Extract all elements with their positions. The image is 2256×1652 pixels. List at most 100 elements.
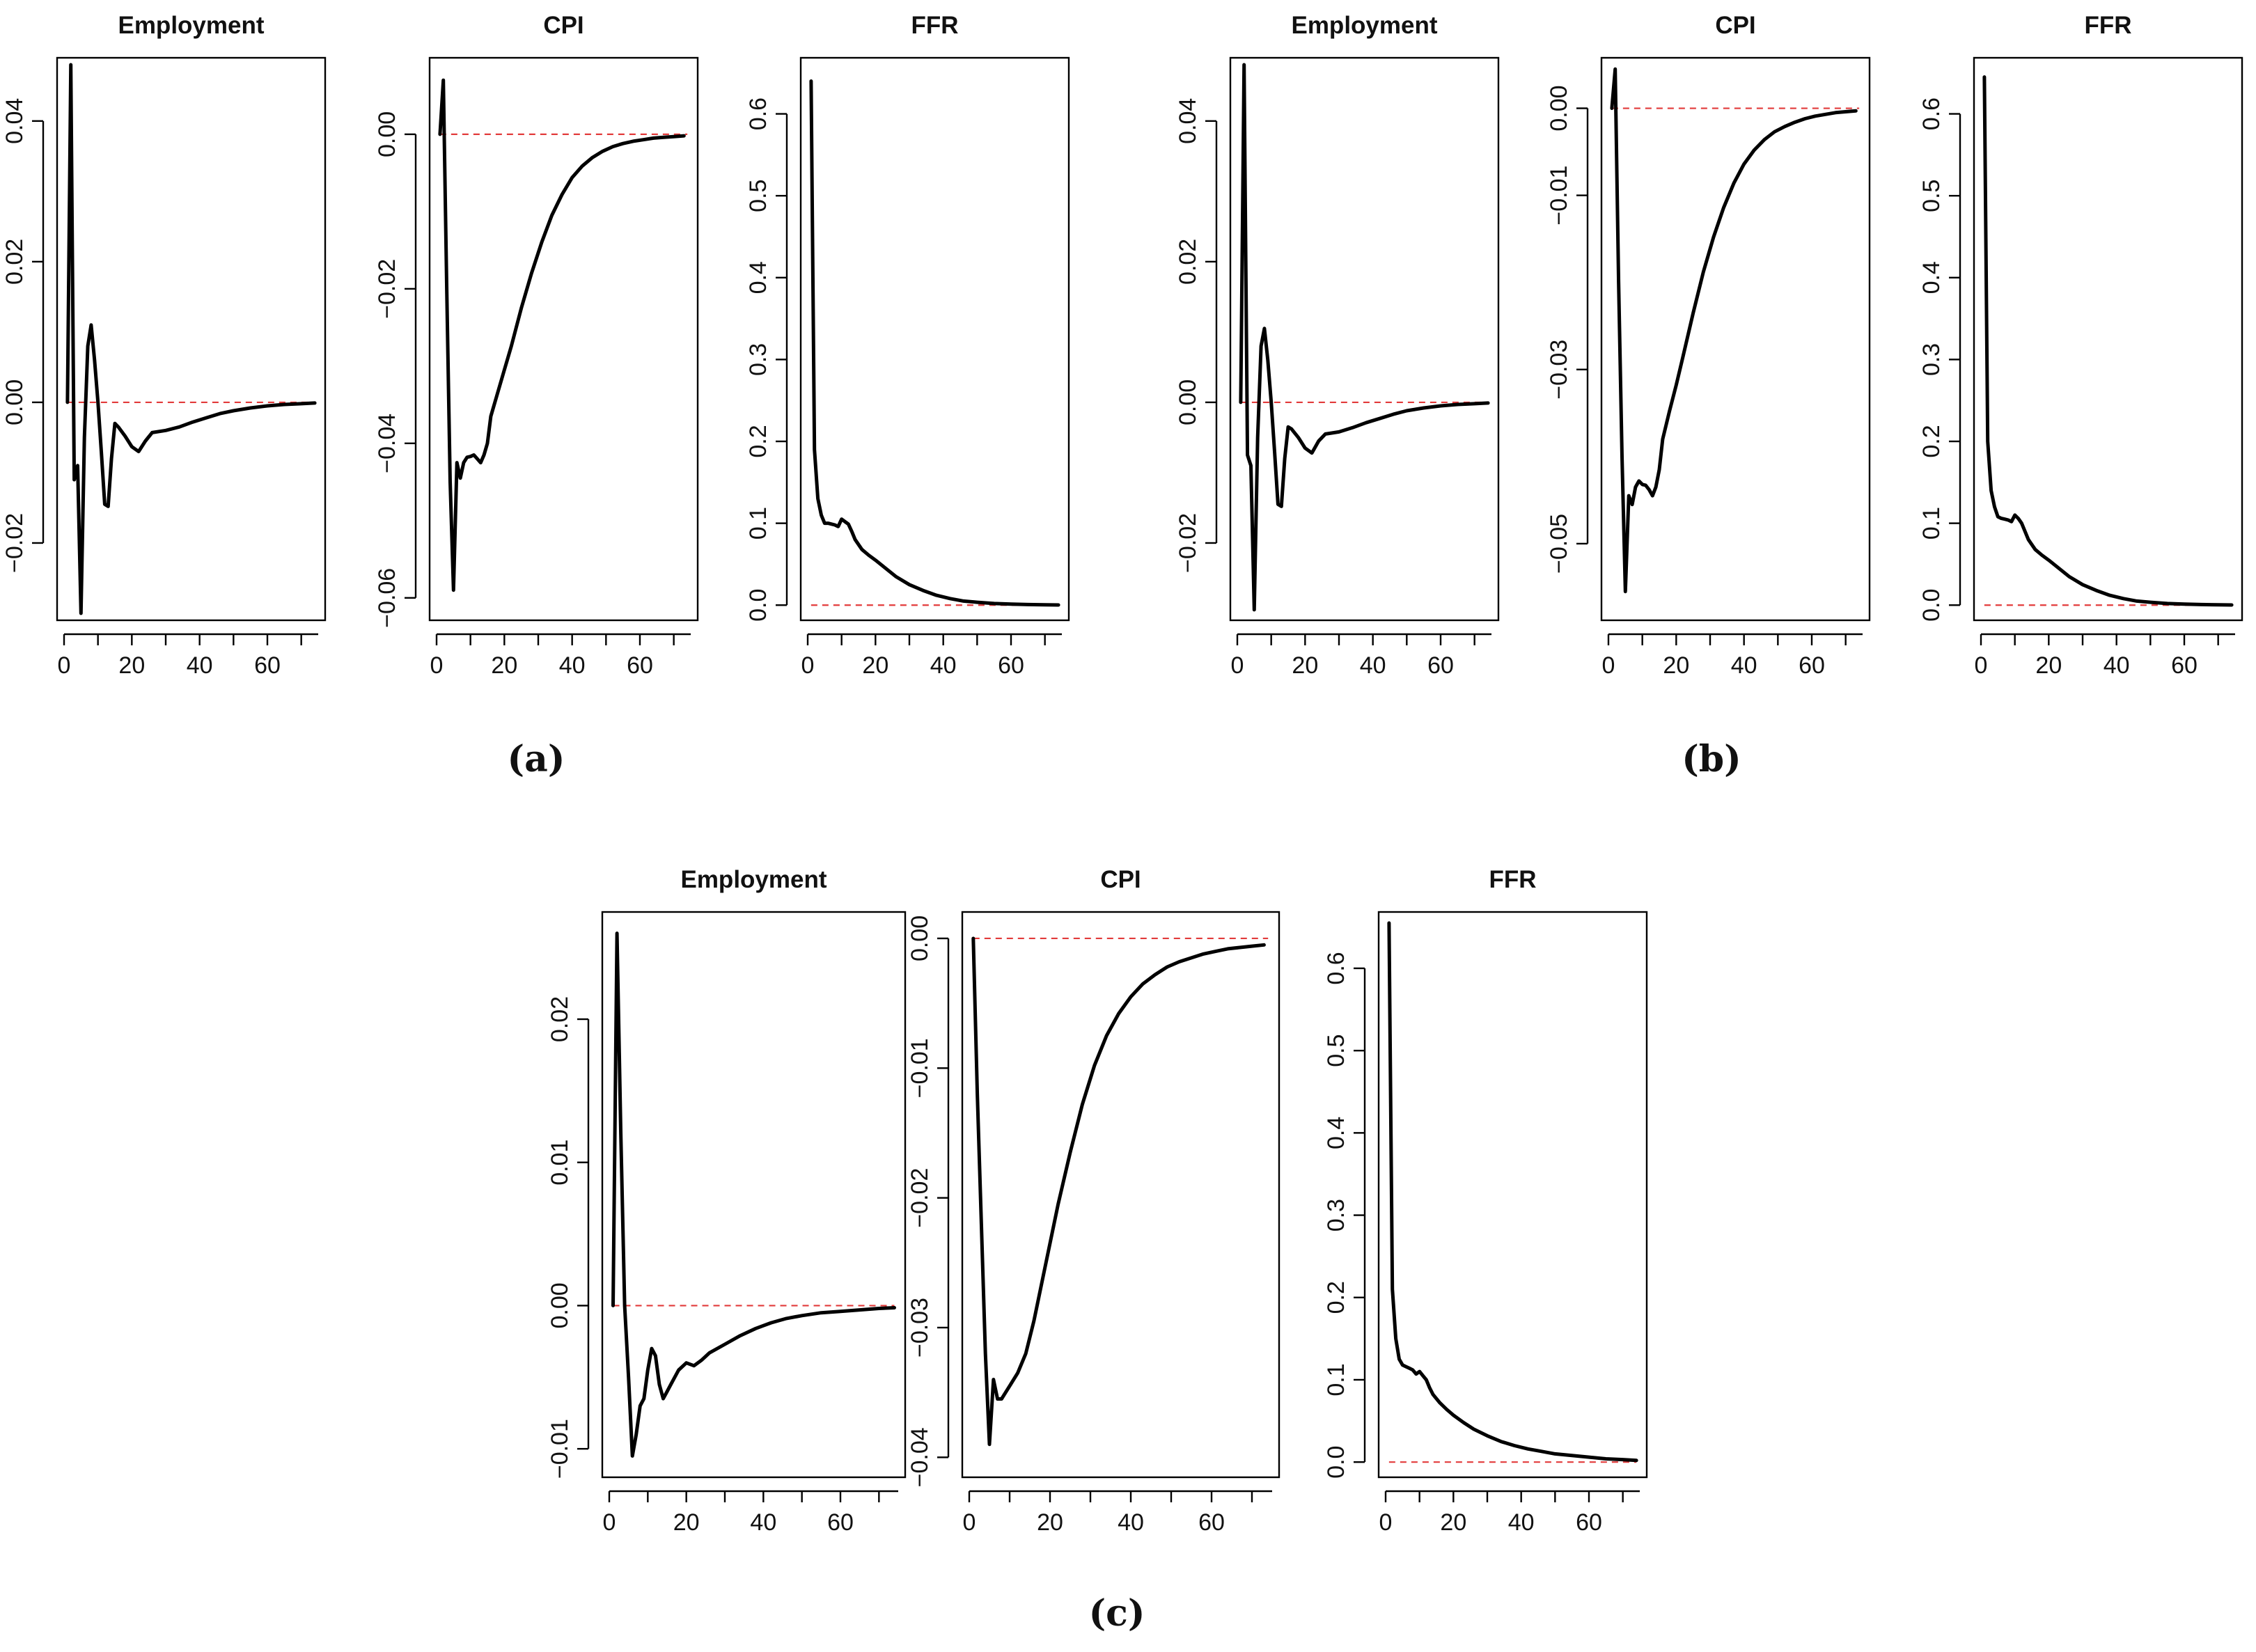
x-tick-label: 20 [1440, 1509, 1466, 1536]
x-tick-label: 0 [1231, 652, 1244, 679]
y-tick-label: 0.4 [1918, 261, 1945, 294]
x-tick-label: 40 [2104, 652, 2130, 679]
plot-frame-a-cpi [428, 56, 699, 622]
y-tick-label: −0.02 [374, 259, 400, 319]
x-tick-label: 60 [1576, 1509, 1602, 1536]
y-tick-label: −0.04 [374, 414, 400, 473]
y-tick-label: 0.02 [547, 996, 573, 1042]
x-tick-label: 20 [118, 652, 145, 679]
x-tick-label: 60 [627, 652, 653, 679]
x-tick-label: 40 [750, 1509, 776, 1536]
x-tick-label: 0 [963, 1509, 976, 1536]
y-tick-label: 0.00 [1, 379, 28, 425]
chart-title-c-ffr: FFR [1489, 866, 1536, 893]
chart-c-cpi: CPI 0 20 40 60 −0.04 −0.03 −0.02 −0.01 0.00 [907, 866, 1280, 1536]
x-tick-label: 40 [930, 652, 957, 679]
y-tick-label: 0.0 [745, 589, 771, 622]
x-tick-label: 40 [1508, 1509, 1535, 1536]
x-tick-label: 40 [1731, 652, 1757, 679]
y-tick-label: 0.4 [745, 261, 771, 294]
x-tick-label: 0 [801, 652, 815, 679]
y-tick-label: 0.6 [1323, 952, 1349, 984]
plot-frame-b-cpi [1600, 56, 1871, 622]
y-tick-label: −0.01 [1546, 166, 1572, 226]
chart-title-a-cpi: CPI [543, 12, 583, 39]
y-tick-label: −0.02 [1, 513, 28, 573]
y-tick-label: 0.0 [1918, 589, 1945, 622]
response-curve-c-cpi [971, 936, 1266, 1447]
x-tick-label: 60 [998, 652, 1024, 679]
y-tick-label: 0.02 [1175, 239, 1201, 285]
x-tick-label: 20 [1663, 652, 1689, 679]
chart-title-a-employment: Employment [118, 12, 264, 39]
x-tick-label: 60 [827, 1509, 854, 1536]
y-tick-label: 0.2 [1323, 1281, 1349, 1314]
y-tick-label: 0.5 [1918, 180, 1945, 212]
y-tick-label: 0.6 [1918, 97, 1945, 130]
y-tick-label: −0.02 [1175, 513, 1201, 573]
x-tick-label: 60 [1198, 1509, 1225, 1536]
y-tick-label: 0.02 [1, 239, 28, 285]
y-tick-label: 0.1 [745, 507, 771, 540]
y-tick-label: 0.0 [1323, 1446, 1349, 1479]
y-tick-label: 0.04 [1175, 98, 1201, 144]
x-tick-label: 20 [862, 652, 888, 679]
x-tick-label: 40 [1360, 652, 1386, 679]
chart-b-employment: Employment 0 20 40 60 −0.02 0.00 0.02 0.04 [1175, 12, 1500, 679]
y-tick-label: −0.03 [907, 1298, 933, 1358]
y-tick-label: 0.3 [1918, 343, 1945, 376]
y-tick-label: −0.05 [1546, 514, 1572, 574]
y-tick-label: 0.1 [1918, 507, 1945, 540]
y-tick-label: 0.00 [1175, 379, 1201, 425]
x-tick-label: 0 [1379, 1509, 1393, 1536]
caption-c: (c) [1089, 1592, 1145, 1635]
chart-title-b-cpi: CPI [1715, 12, 1755, 39]
y-tick-label: 0.1 [1323, 1363, 1349, 1396]
response-curve-b-cpi [1610, 67, 1858, 594]
x-tick-label: 0 [430, 652, 444, 679]
y-tick-label: −0.06 [374, 568, 400, 628]
response-curve-a-cpi [438, 78, 686, 592]
caption-a: (a) [508, 738, 565, 780]
response-curve-b-ffr [1982, 75, 2234, 607]
x-tick-label: 60 [2171, 652, 2198, 679]
chart-a-ffr: FFR 0 20 40 60 0.0 0.1 0.2 0.3 0.4 0.5 0.6 [745, 12, 1070, 679]
plot-frame-a-employment [56, 56, 327, 622]
response-curve-b-employment [1239, 63, 1490, 612]
chart-title-a-ffr: FFR [911, 12, 958, 39]
x-tick-label: 20 [1292, 652, 1318, 679]
chart-a-cpi: CPI 0 20 40 60 −0.06 −0.04 −0.02 0.00 [374, 12, 699, 679]
x-tick-label: 0 [58, 652, 71, 679]
x-tick-label: 60 [1427, 652, 1454, 679]
x-tick-label: 20 [1037, 1509, 1063, 1536]
y-tick-label: 0.3 [745, 343, 771, 376]
chart-c-ffr: FFR 0 20 40 60 0.0 0.1 0.2 0.3 0.4 0.5 0.6 [1323, 866, 1648, 1536]
x-tick-label: 20 [673, 1509, 700, 1536]
plot-frame-b-employment [1229, 56, 1500, 622]
chart-title-c-employment: Employment [680, 866, 827, 893]
x-tick-label: 60 [1799, 652, 1825, 679]
plot-frame-c-cpi [961, 911, 1280, 1479]
chart-title-b-employment: Employment [1291, 12, 1437, 39]
chart-c-employment: Employment 0 20 40 60 −0.01 0.00 0.01 0.02 [547, 866, 907, 1536]
y-tick-label: 0.04 [1, 98, 28, 144]
chart-b-ffr: FFR 0 20 40 60 0.0 0.1 0.2 0.3 0.4 0.5 0.6 [1918, 12, 2243, 679]
chart-title-c-cpi: CPI [1100, 866, 1141, 893]
y-tick-label: −0.04 [907, 1427, 933, 1487]
x-tick-label: 40 [1118, 1509, 1144, 1536]
y-tick-label: 0.2 [745, 425, 771, 457]
y-tick-label: 0.2 [1918, 425, 1945, 457]
y-tick-label: 0.4 [1323, 1117, 1349, 1149]
plot-frame-c-employment [601, 911, 907, 1479]
x-tick-label: 60 [254, 652, 281, 679]
x-tick-label: 20 [2035, 652, 2062, 679]
y-tick-label: 0.01 [547, 1140, 573, 1186]
y-tick-label: 0.5 [1323, 1035, 1349, 1067]
y-tick-label: 0.6 [745, 97, 771, 130]
x-tick-label: 0 [1975, 652, 1988, 679]
chart-title-b-ffr: FFR [2084, 12, 2131, 39]
y-tick-label: 0.00 [547, 1282, 573, 1328]
response-curve-a-employment [65, 63, 317, 615]
